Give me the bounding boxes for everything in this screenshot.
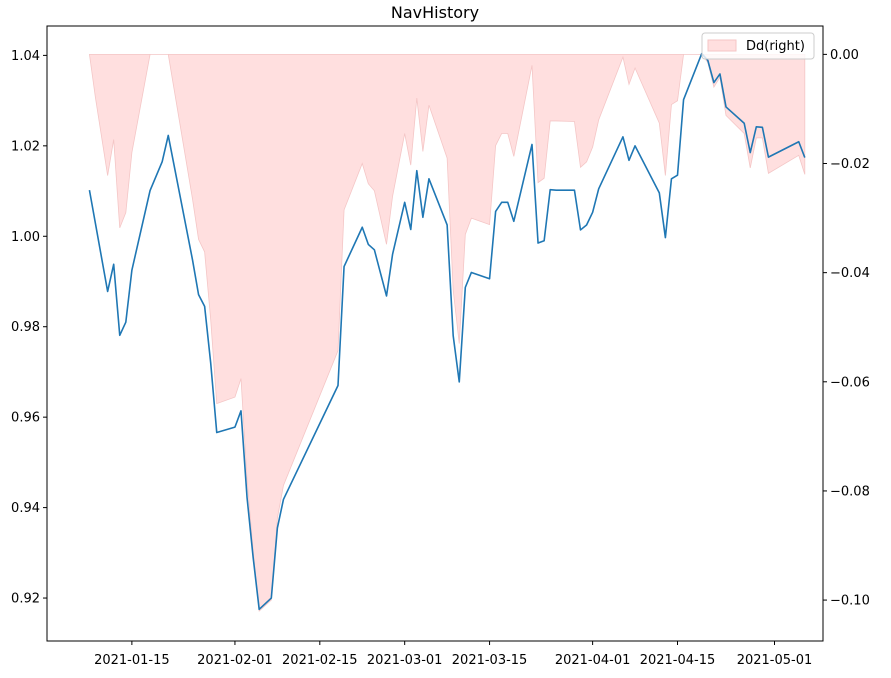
x-tick-label: 2021-03-15 (452, 653, 528, 668)
x-tick-label: 2021-02-01 (197, 653, 273, 668)
left-y-tick-label: 1.04 (11, 49, 40, 64)
left-y-tick-label: 1.00 (11, 230, 40, 245)
x-tick-label: 2021-02-15 (282, 653, 358, 668)
x-tick-label: 2021-05-01 (737, 653, 813, 668)
right-y-tick-label: −0.08 (830, 484, 870, 499)
left-y-tick-label: 0.98 (11, 320, 40, 335)
right-y-tick-label: −0.02 (830, 157, 870, 172)
x-tick-label: 2021-01-15 (94, 653, 170, 668)
right-y-tick-label: 0.00 (830, 48, 859, 63)
x-tick-label: 2021-04-15 (640, 653, 716, 668)
left-y-axis: 0.92 0.94 0.96 0.98 1.00 1.02 1.04 (11, 49, 47, 607)
nav-line-layer (88, 52, 806, 611)
legend: Dd(right) (701, 32, 815, 60)
right-y-tick-label: −0.06 (830, 375, 870, 390)
left-y-tick-label: 0.96 (11, 411, 40, 426)
x-tick-label: 2021-04-01 (555, 653, 631, 668)
left-y-tick-label: 0.94 (11, 501, 40, 516)
chart-title: NavHistory (391, 3, 479, 22)
right-y-tick-label: −0.04 (830, 266, 870, 281)
right-y-axis: −0.10 −0.08 −0.06 −0.04 −0.02 0.00 (823, 48, 870, 609)
left-y-tick-label: 1.02 (11, 139, 40, 154)
nav-line (88, 52, 806, 611)
plot-frame (46, 25, 824, 642)
right-y-tick-label: −0.10 (830, 594, 870, 609)
left-y-tick-label: 0.92 (11, 592, 40, 607)
legend-swatch-drawdown (707, 39, 737, 52)
legend-label-drawdown: Dd(right) (746, 39, 805, 54)
x-tick-label: 2021-03-01 (367, 653, 443, 668)
x-axis: 2021-01-15 2021-02-01 2021-02-15 2021-03-01… (94, 641, 812, 668)
